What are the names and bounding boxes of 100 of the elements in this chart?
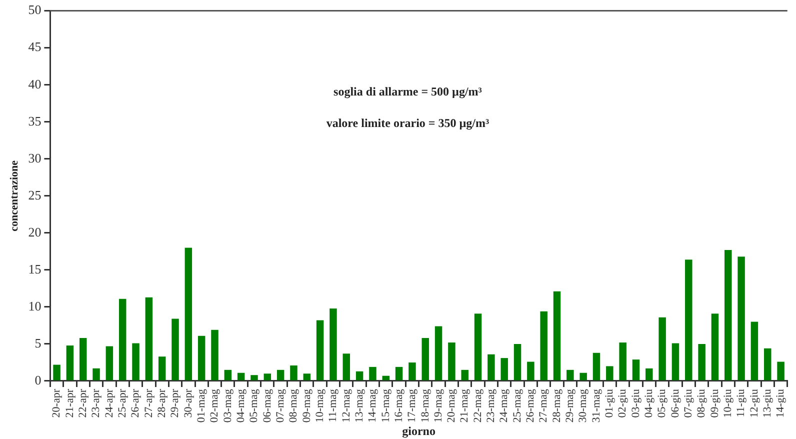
x-tick-label: 27-mag [538,388,550,423]
x-tick-label: 28-mag [550,388,563,423]
bar [500,358,508,380]
bar [237,372,245,380]
bar [250,375,258,380]
y-tick-label: 50 [28,2,42,18]
bar [527,362,534,380]
bar [488,354,495,380]
x-tick-label: 21-mag [458,388,471,423]
y-tick-label: 10 [28,298,42,314]
x-tick-label: 01-giu [604,388,616,418]
x-tick-label: 22-mag [472,388,484,423]
x-tick-label: 06-giu [669,388,682,418]
bar [369,366,376,380]
x-tick-label: 02-giu [616,388,629,418]
x-tick-label: 07-giu [682,388,695,418]
bar [553,291,561,380]
y-tick-label: 25 [28,187,42,202]
y-tick-label: 45 [28,39,42,54]
bar [408,362,416,380]
x-tick-label: 17-mag [406,388,418,423]
x-tick-label: 02-mag [208,388,221,423]
bar [448,342,456,380]
bar [592,352,600,380]
bar [474,314,482,380]
bar [118,298,126,380]
bar [276,370,284,380]
bar [685,260,692,380]
bar [764,348,772,380]
x-tick-label: 05-giu [656,388,668,418]
x-tick-label: 08-mag [288,388,300,423]
x-tick-label: 21-apr [64,388,76,418]
x-tick-label: 04-giu [643,388,656,418]
x-tick-label: 30-apr [182,388,194,418]
x-tick-label: 08-giu [696,388,708,418]
bar [92,368,100,380]
bar [211,330,218,380]
bar [224,370,232,380]
bar [184,248,192,380]
bar [198,336,206,380]
x-tick-label: 06-mag [261,388,274,423]
bar [724,250,732,380]
x-tick-label: 03-giu [630,388,642,418]
x-tick-label: 23-apr [90,388,102,418]
x-tick-label: 04-mag [234,388,247,423]
x-tick-label: 11-giu [735,388,748,418]
x-tick-label: 25-apr [116,388,128,418]
bar [342,354,350,380]
bar [79,338,87,380]
y-axis-title: concentrazione [8,160,20,232]
bar [566,370,574,380]
y-tick-label: 20 [28,224,42,240]
bar [145,297,153,380]
bar [698,344,706,380]
x-tick-label: 11-mag [327,388,340,422]
bar [303,374,311,380]
x-tick-label: 12-giu [748,388,760,418]
annotation: valore limite orario = 350 µg/m³ [326,116,490,130]
bar [330,308,337,380]
bar [132,343,140,380]
x-tick-label: 14-mag [366,388,379,423]
x-tick-label: 09-mag [300,388,313,423]
bar [672,343,680,380]
x-tick-label: 18-mag [419,388,432,423]
bar [750,322,758,380]
bar [106,346,114,380]
bar [646,368,653,380]
bar [356,371,364,380]
y-tick-label: 35 [28,113,42,128]
bar [290,365,298,380]
x-tick-label: 29-mag [564,388,576,423]
x-tick-label: 07-mag [274,388,286,423]
bar [395,366,403,380]
x-tick-label: 29-apr [169,388,182,418]
annotation: soglia di allarme = 500 µg/m³ [334,84,482,98]
bar [580,372,587,380]
y-tick-label: 0 [34,372,42,388]
y-tick-label: 40 [28,76,42,92]
x-tick-label: 05-mag [248,388,260,423]
bar [619,342,626,380]
bar [172,318,179,380]
x-tick-label: 10-mag [314,388,326,423]
bar [66,345,74,380]
y-tick-label: 15 [28,261,42,276]
bar [632,360,640,380]
bar [461,370,468,380]
bar [711,314,719,380]
x-tick-label: 24-apr [103,388,116,418]
y-tick-label: 5 [34,335,42,350]
x-tick-label: 31-mag [590,388,602,423]
bar [53,364,60,380]
x-tick-label: 27-apr [142,388,155,418]
x-tick-label: 25-mag [511,388,524,423]
x-tick-label: 10-giu [722,388,734,418]
bar [738,256,745,380]
bar [158,356,166,380]
x-tick-label: 01-mag [195,388,208,423]
x-tick-label: 15-mag [380,388,392,423]
bar [606,366,614,380]
bar [434,326,442,380]
